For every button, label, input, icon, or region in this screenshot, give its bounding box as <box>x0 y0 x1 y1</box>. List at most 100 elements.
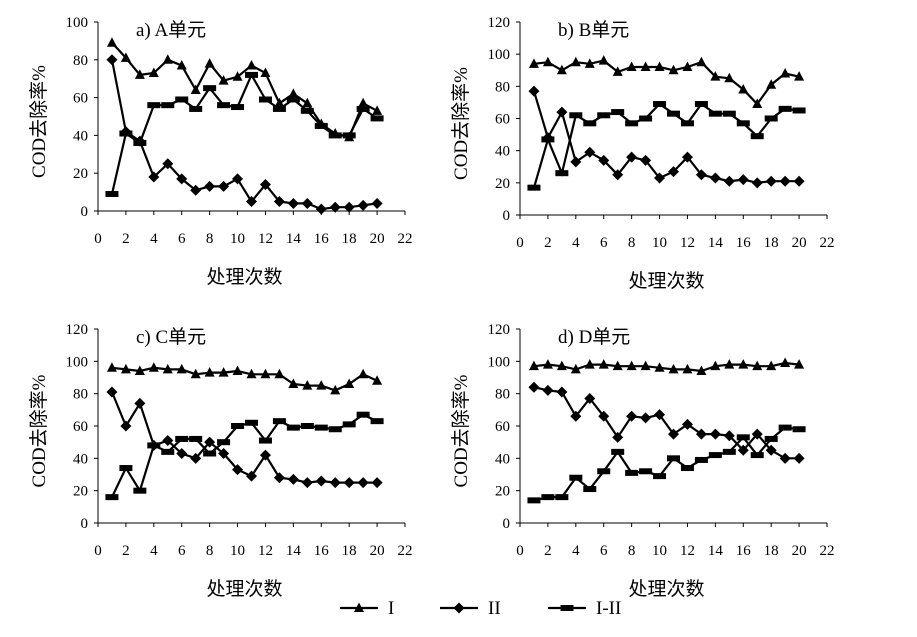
data-point <box>668 166 679 178</box>
data-point <box>626 360 637 371</box>
data-point <box>231 104 245 111</box>
data-point <box>694 456 708 463</box>
data-point <box>541 136 555 143</box>
series-I-II <box>527 424 806 504</box>
x-tick-label: 18 <box>764 543 779 559</box>
data-point <box>528 381 540 393</box>
data-point <box>598 410 610 422</box>
data-point <box>190 452 202 464</box>
data-point <box>598 359 609 369</box>
data-point <box>751 177 763 189</box>
data-point <box>653 473 667 480</box>
x-tick-label: 16 <box>314 231 330 247</box>
data-point <box>570 410 582 422</box>
data-point <box>190 184 202 196</box>
panel-title: d) D单元 <box>558 326 630 348</box>
x-tick-label: 22 <box>398 543 413 559</box>
data-point <box>120 52 131 62</box>
data-point <box>779 452 791 464</box>
data-point <box>626 151 638 163</box>
y-axis-title: COD去除率% <box>450 67 472 180</box>
data-point <box>556 360 567 371</box>
data-point <box>260 368 271 379</box>
x-tick-label: 12 <box>680 235 695 251</box>
data-point <box>640 412 652 424</box>
data-point <box>584 58 595 68</box>
x-tick-label: 10 <box>230 543 245 559</box>
data-point <box>232 173 244 185</box>
x-tick-label: 4 <box>572 235 580 251</box>
data-point <box>764 435 778 442</box>
x-tick-label: 0 <box>516 543 524 559</box>
data-point <box>584 393 596 405</box>
x-tick-label: 12 <box>258 543 273 559</box>
legend-label: I <box>388 598 394 619</box>
data-point <box>246 470 257 482</box>
data-point <box>570 363 581 374</box>
y-tick-label: 40 <box>73 128 88 144</box>
data-point <box>612 66 623 76</box>
data-point <box>314 122 328 129</box>
data-point <box>274 368 285 379</box>
x-tick-label: 16 <box>736 235 752 251</box>
data-point <box>232 464 244 476</box>
data-point <box>639 468 653 475</box>
x-tick-label: 8 <box>628 543 636 559</box>
series-I-II <box>527 101 806 191</box>
data-point <box>272 105 286 112</box>
data-point <box>189 435 203 442</box>
legend: I II I-II <box>340 598 621 619</box>
data-point <box>246 59 257 70</box>
data-point <box>300 107 314 114</box>
series-I <box>106 362 383 395</box>
data-point <box>764 115 778 122</box>
series-I <box>528 55 805 109</box>
x-tick-label: 14 <box>708 235 724 251</box>
data-point <box>570 56 581 67</box>
data-point <box>542 56 553 67</box>
data-point <box>134 69 145 79</box>
x-tick-label: 0 <box>516 235 524 251</box>
data-point <box>584 359 595 369</box>
data-point <box>794 359 805 369</box>
data-point <box>765 444 777 456</box>
data-point <box>217 439 231 446</box>
y-tick-label: 100 <box>66 354 89 370</box>
x-axis-title: 处理次数 <box>628 270 704 292</box>
data-point <box>722 448 736 455</box>
data-point <box>232 71 243 81</box>
x-tick-label: 4 <box>150 231 158 247</box>
x-tick-label: 2 <box>544 235 552 251</box>
data-point <box>287 197 299 209</box>
y-tick-label: 0 <box>503 208 511 224</box>
data-point <box>302 97 313 108</box>
data-point <box>120 363 131 374</box>
data-point <box>556 106 568 118</box>
data-point <box>147 442 161 449</box>
data-point <box>105 494 119 501</box>
y-tick-label: 120 <box>488 322 511 338</box>
data-point <box>555 170 569 177</box>
y-tick-label: 20 <box>73 484 88 500</box>
data-point <box>106 37 117 47</box>
data-point <box>736 434 750 441</box>
data-point <box>793 452 805 464</box>
x-tick-label: 8 <box>206 543 214 559</box>
x-tick-label: 0 <box>94 231 102 247</box>
data-point <box>162 158 174 170</box>
data-point <box>640 154 652 166</box>
data-point <box>708 452 722 459</box>
data-point <box>667 455 680 462</box>
data-point <box>356 411 370 418</box>
data-point <box>724 72 735 83</box>
data-point <box>288 88 299 98</box>
data-point <box>794 71 805 81</box>
x-tick-label: 22 <box>820 543 835 559</box>
data-point <box>778 424 792 431</box>
series-I-II <box>105 411 384 501</box>
data-point <box>680 120 694 127</box>
data-point <box>316 380 327 390</box>
data-point <box>260 67 271 78</box>
data-point <box>528 360 539 371</box>
